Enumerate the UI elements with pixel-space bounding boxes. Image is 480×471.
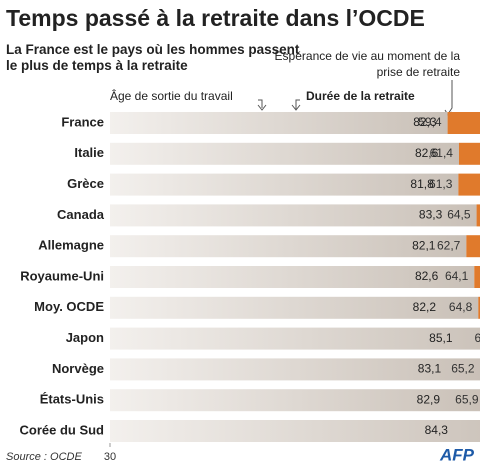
value-label: 62,7 [437,238,461,252]
value-label: 64,5 [447,208,471,222]
value-label: 65,2 [451,362,475,376]
category-label: France [61,114,104,129]
bar-segment [110,173,459,196]
category-label: États-Unis [40,392,104,407]
legend-arrow [291,99,301,111]
value-label: 81,8 [410,177,434,191]
subtitle: La France est le pays où les hommes pass… [6,42,300,73]
logo: AFP [439,445,475,464]
category-label: Canada [57,207,105,222]
bar-segment [110,420,480,442]
category-label: Japon [66,330,104,345]
bar-segment [110,389,480,412]
chart-title: Temps passé à la retraite dans l’OCDE [6,5,425,31]
bar-segment [110,112,448,134]
bar-segment [466,235,480,258]
source: Source : OCDE [6,451,82,463]
value-label: 82,9 [417,392,441,406]
value-label: 83,3 [419,208,443,222]
category-label: Grèce [67,176,104,191]
legend-arrow [257,99,267,111]
category-label: Allemagne [38,238,104,253]
bar-segment [110,142,459,165]
legend-entry: Âge de sortie du travail [110,89,233,103]
value-label: 61,3 [429,177,453,191]
value-label: 82,3 [413,115,437,129]
value-label: 69,3 [474,331,480,345]
category-label: Moy. OCDE [34,299,104,314]
value-label: 82,1 [412,238,436,252]
value-label: 61,4 [430,146,454,160]
bar-segment [447,112,480,134]
bar-segment [478,296,480,319]
value-label: 59,4 [418,115,442,129]
value-label: 83,1 [418,362,442,376]
value-label: 82,6 [415,269,439,283]
value-label: 64,8 [449,300,473,314]
bar-segment [474,266,480,288]
value-label: 82,2 [413,300,437,314]
x-tick-label: 30 [104,451,116,463]
value-label: 82,6 [415,146,439,160]
bar-segment [110,327,480,350]
bar-segment [458,142,480,165]
value-label: 65,9 [455,392,479,406]
legend-arrow [444,80,453,116]
bar-segment [476,204,480,227]
bar-segment [110,296,479,319]
bar-segment [110,266,475,288]
value-label: 84,3 [425,423,449,437]
category-label: Italie [74,145,104,160]
category-label: Royaume-Uni [20,268,104,283]
legend-entry: Espérance de vie au moment de la prise d… [274,49,460,79]
legend-entry: Durée de la retraite [306,89,415,103]
bar-segment [110,204,477,227]
category-label: Norvège [52,361,104,376]
category-label: Corée du Sud [19,422,104,437]
bar-segment [110,358,480,381]
value-label: 64,1 [445,269,469,283]
bar-segment [110,235,467,258]
bar-segment [458,173,480,196]
value-label: 85,1 [429,331,453,345]
